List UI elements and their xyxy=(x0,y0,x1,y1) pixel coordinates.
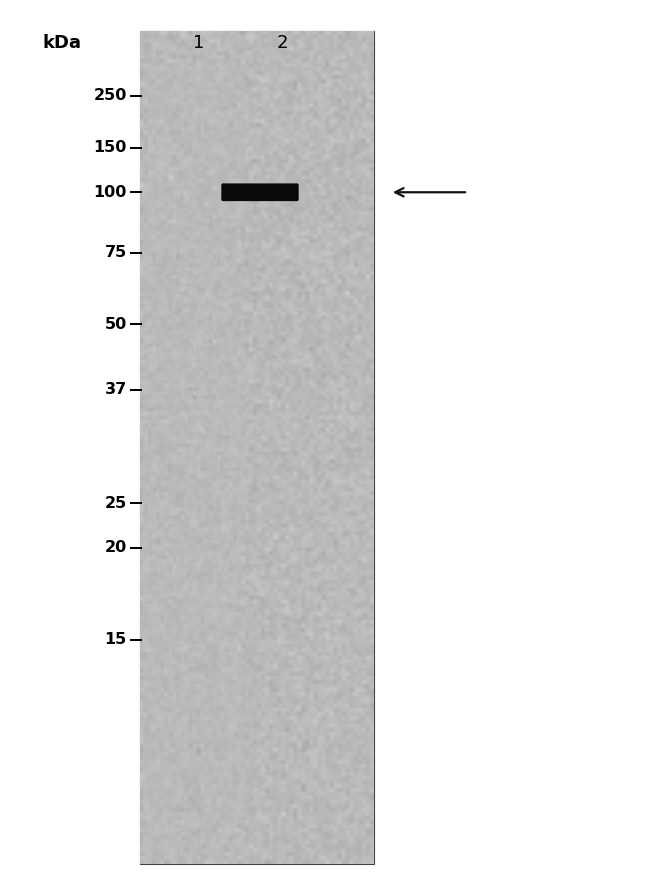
Text: 150: 150 xyxy=(94,141,127,155)
Text: 25: 25 xyxy=(105,496,127,510)
Text: 50: 50 xyxy=(105,317,127,331)
Text: 20: 20 xyxy=(105,540,127,555)
Text: 15: 15 xyxy=(105,633,127,647)
Text: 250: 250 xyxy=(94,89,127,103)
Text: 1: 1 xyxy=(192,34,204,51)
FancyBboxPatch shape xyxy=(221,183,299,201)
Text: kDa: kDa xyxy=(42,34,81,51)
Text: 75: 75 xyxy=(105,245,127,260)
Text: 2: 2 xyxy=(277,34,289,51)
Text: 100: 100 xyxy=(94,185,127,199)
Bar xyxy=(140,31,374,864)
Text: 37: 37 xyxy=(105,383,127,397)
